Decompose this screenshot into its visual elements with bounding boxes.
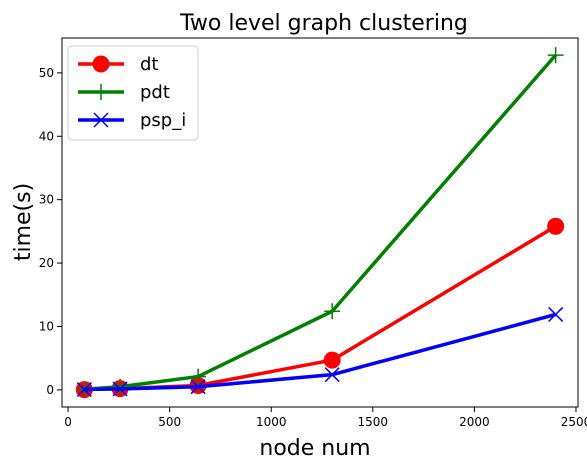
legend-item-pdt-marker [93, 84, 109, 100]
data-point-dt-3 [323, 351, 341, 369]
y-tick-label: 40 [39, 129, 54, 143]
data-point-psp-i-4-b [548, 306, 564, 322]
x-tick-label: 1000 [256, 415, 287, 429]
data-point-dt-4 [547, 217, 565, 235]
y-tick-label: 10 [39, 319, 54, 333]
legend-item-psp-i-marker-b [93, 112, 109, 128]
data-point-psp-i-0 [76, 382, 92, 398]
x-tick-label: 2000 [459, 415, 490, 429]
legend-item-psp-i-marker [93, 112, 109, 128]
x-tick-label: 500 [158, 415, 181, 429]
data-point-pdt-2 [190, 368, 207, 385]
data-point-psp-i-1 [112, 381, 128, 397]
chart-title: Two level graph clustering [179, 11, 468, 36]
data-point-psp-i-2-b [190, 379, 206, 395]
legend: dt pdt psp_i [67, 45, 199, 141]
data-point-pdt-1 [112, 378, 129, 395]
data-point-psp-i-0-b [76, 382, 92, 398]
x-axis-label: node num [259, 436, 370, 461]
y-tick-label: 0 [46, 383, 54, 397]
legend-item-dt-marker [92, 55, 110, 73]
legend-item-dt-label: dt [140, 54, 158, 75]
y-tick-label: 30 [39, 193, 54, 207]
x-tick-label: 0 [64, 415, 72, 429]
x-tick-label: 1500 [358, 415, 389, 429]
y-tick-label: 20 [39, 256, 54, 270]
data-point-psp-i-1-b [112, 381, 128, 397]
data-point-psp-i-2 [190, 379, 206, 395]
series-layer [75, 47, 565, 399]
data-point-pdt-3 [324, 303, 341, 320]
data-point-psp-i-4 [548, 306, 564, 322]
y-axis-label: time(s) [11, 183, 36, 261]
data-point-psp-i-3 [324, 367, 340, 383]
legend-item-pdt-label: pdt [140, 82, 170, 103]
legend-item-psp-i-label: psp_i [140, 110, 186, 131]
axes-frame [61, 37, 579, 408]
data-point-pdt-4 [547, 47, 564, 64]
data-point-psp-i-3-b [324, 367, 340, 383]
y-tick-label: 50 [39, 66, 54, 80]
